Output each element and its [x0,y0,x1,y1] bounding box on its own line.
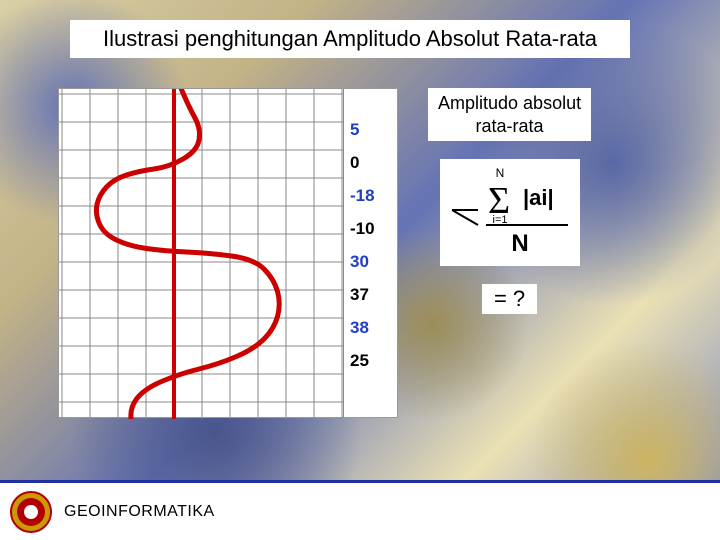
chart-svg [59,89,344,419]
formula-label-line1: Amplitudo absolut [438,92,581,115]
chart-grid [59,89,344,417]
main-row: 50-18-1030373825 Amplitudo absolut rata-… [58,88,690,418]
slide-content: Ilustrasi penghitungan Amplitudo Absolut… [0,0,720,540]
amplitude-value: -10 [344,212,397,245]
waveform-chart: 50-18-1030373825 [58,88,398,418]
denominator: N [511,230,528,255]
amplitude-value: 38 [344,311,397,344]
waveform-curve [96,89,279,419]
formula-label-line2: rata-rata [438,115,581,138]
amplitude-value: 5 [344,113,397,146]
logo-icon [10,491,52,533]
amplitude-value: 0 [344,146,397,179]
result-question: = ? [482,284,537,314]
slide-title: Ilustrasi penghitungan Amplitudo Absolut… [74,26,626,52]
amplitude-value: 30 [344,245,397,278]
footer-text: GEOINFORMATIKA [64,503,215,521]
amplitude-value: -18 [344,179,397,212]
sigma-lower: i=1 [492,214,507,226]
amplitude-value: 25 [344,344,397,377]
formula-column: Amplitudo absolut rata-rata Σ N i=1 |ai|… [428,88,591,314]
formula-label: Amplitudo absolut rata-rata [428,88,591,141]
sigma-upper: N [495,166,504,180]
amplitude-values: 50-18-1030373825 [344,89,397,417]
footer: GEOINFORMATIKA [0,480,720,540]
formula-svg: Σ N i=1 |ai| N [450,165,570,255]
summand: |ai| [523,185,554,210]
formula-box: Σ N i=1 |ai| N [440,159,580,266]
amplitude-value: 37 [344,278,397,311]
title-container: Ilustrasi penghitungan Amplitudo Absolut… [70,20,630,58]
